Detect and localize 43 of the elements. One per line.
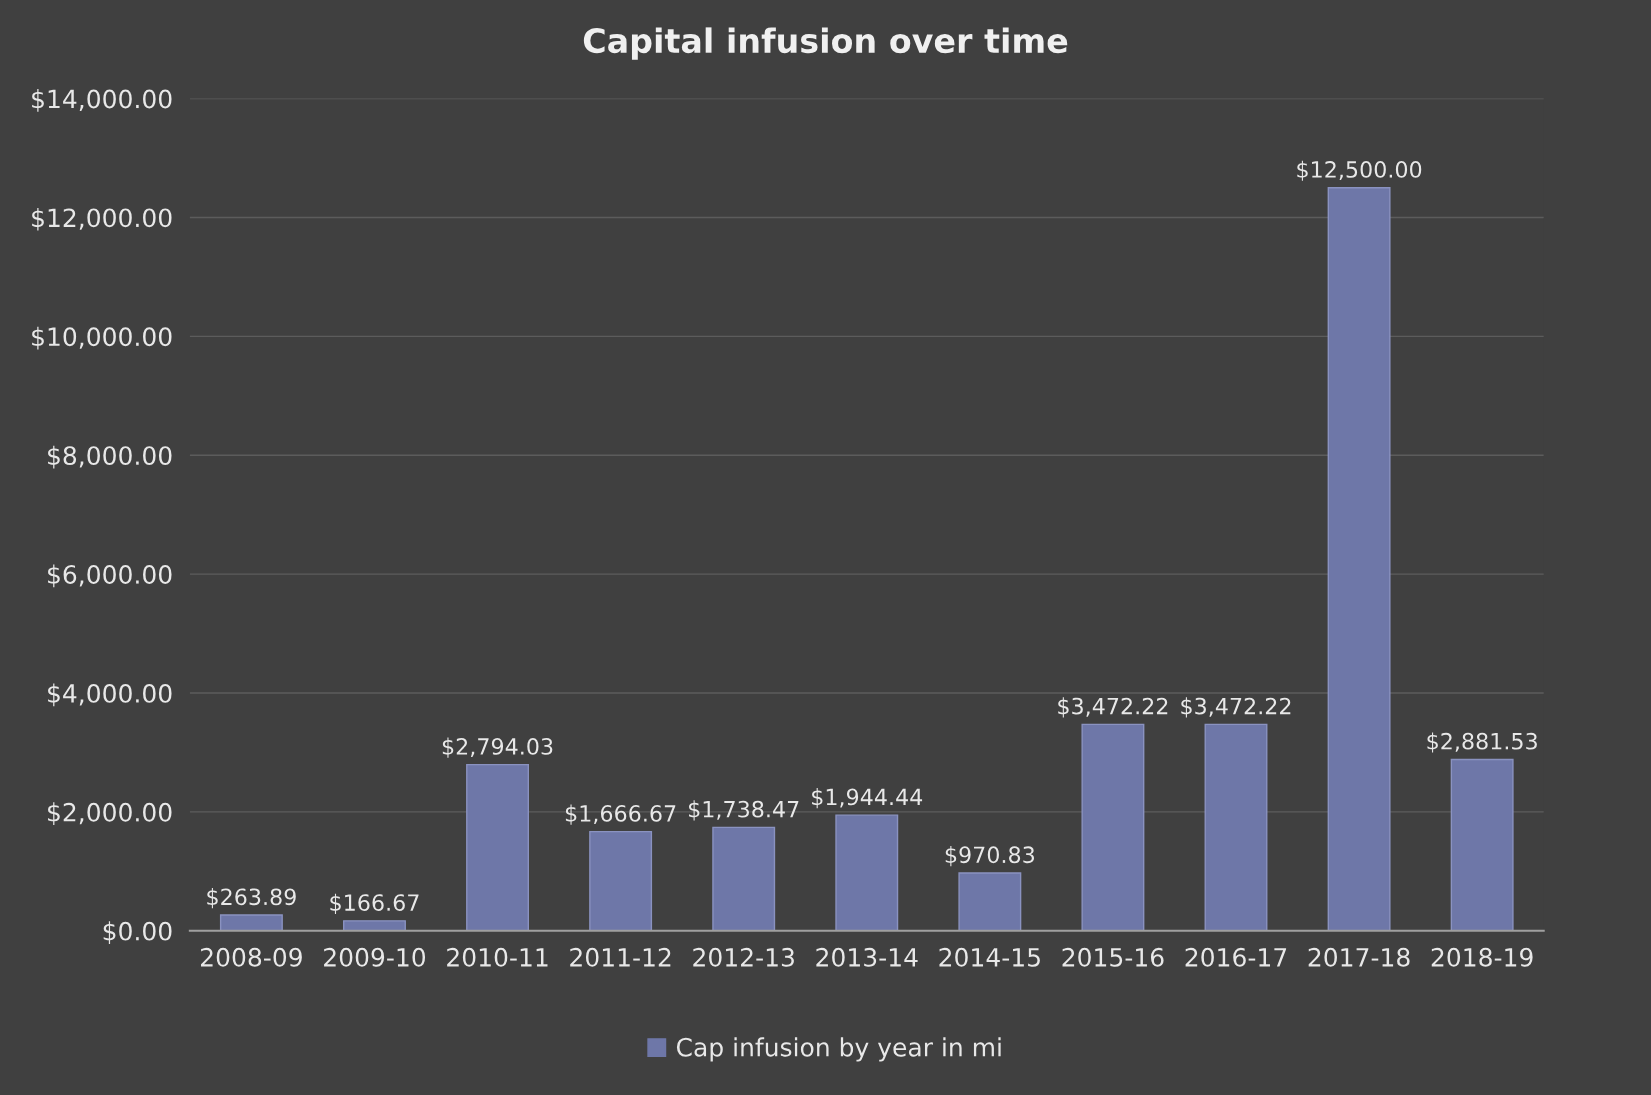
- data-label: $2,881.53: [1427, 732, 1537, 753]
- x-tick-label: 2018-19: [1431, 947, 1533, 967]
- bar: [712, 826, 776, 931]
- data-label: $1,944.44: [812, 788, 923, 809]
- x-tick-label: 2012-13: [693, 947, 794, 967]
- x-tick-label: 2011-12: [570, 947, 671, 967]
- x-tick-label: 2014-15: [939, 947, 1040, 967]
- x-tick-label: 2010-11: [447, 947, 548, 967]
- bar: [1327, 187, 1391, 931]
- bar: [589, 830, 653, 931]
- chart-title: Capital infusion over time: [583, 27, 1068, 60]
- x-tick-label: 2015-16: [1062, 947, 1164, 967]
- data-label: $166.67: [330, 893, 419, 914]
- data-label: $3,472.22: [1181, 697, 1291, 718]
- x-tick-label: 2013-14: [816, 947, 918, 967]
- y-tick-label: $10,000.00: [32, 326, 172, 350]
- y-tick-label: $8,000.00: [48, 445, 172, 469]
- y-tick-label: $6,000.00: [48, 564, 172, 588]
- data-label: $970.83: [945, 845, 1035, 867]
- y-tick-label: $2,000.00: [48, 802, 172, 826]
- data-label: $263.89: [207, 888, 296, 909]
- bar: [343, 920, 406, 931]
- data-label: $2,794.03: [442, 737, 553, 758]
- bar: [1204, 723, 1268, 931]
- data-label: $1,738.47: [689, 800, 799, 821]
- data-label: $3,472.22: [1058, 697, 1168, 718]
- data-label: $1,666.67: [565, 804, 676, 825]
- data-label: $12,500.00: [1297, 160, 1422, 181]
- x-tick-label: 2016-17: [1185, 947, 1287, 967]
- y-tick-label: $12,000.00: [32, 207, 172, 231]
- y-tick-label: $14,000.00: [32, 89, 172, 112]
- y-tick-label: $4,000.00: [48, 683, 172, 707]
- x-tick-label: 2017-18: [1308, 947, 1410, 967]
- x-tick-label: 2008-09: [201, 947, 302, 967]
- bar: [1081, 723, 1145, 931]
- bar: [466, 763, 530, 931]
- bar: [835, 814, 899, 931]
- bar: [219, 914, 283, 931]
- legend-label: Cap infusion by year in mi: [676, 1037, 1001, 1062]
- y-tick-label: $0.00: [103, 921, 172, 944]
- bar: [1450, 758, 1514, 931]
- bar: [958, 872, 1022, 931]
- x-tick-label: 2009-10: [324, 947, 426, 967]
